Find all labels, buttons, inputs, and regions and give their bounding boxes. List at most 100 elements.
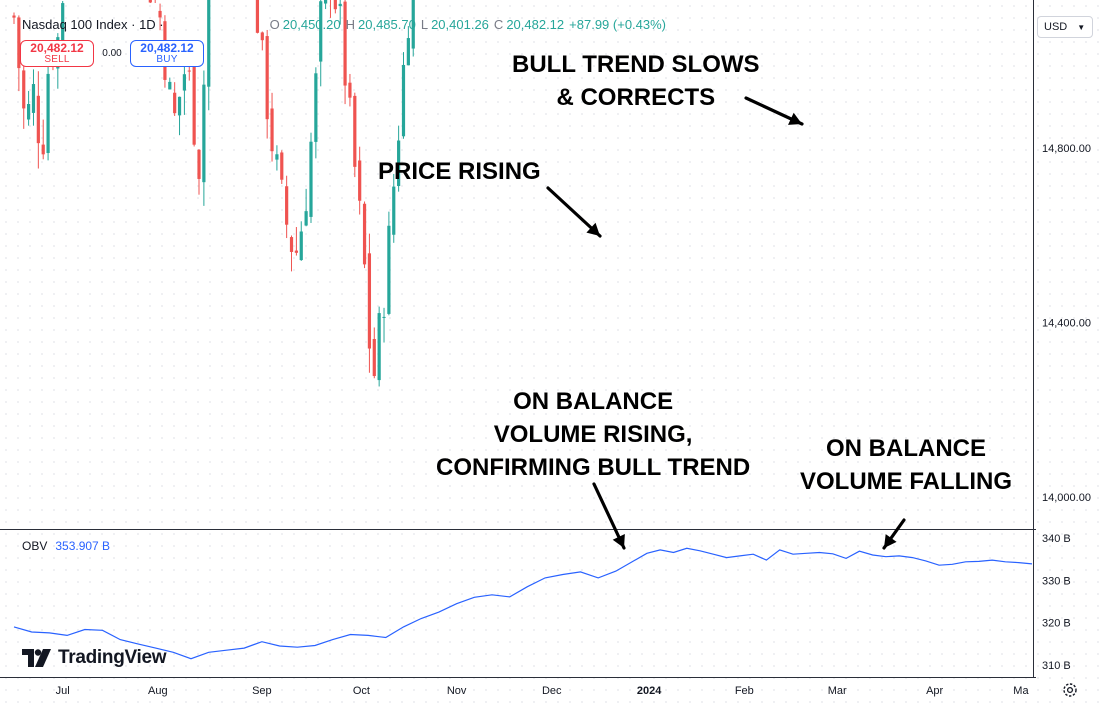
candle-body bbox=[260, 32, 264, 41]
obv-legend[interactable]: OBV 353.907 B bbox=[22, 539, 110, 553]
candle-body bbox=[36, 95, 40, 144]
candle-body bbox=[61, 3, 65, 42]
candle-body bbox=[275, 154, 279, 160]
annotation-line: CONFIRMING BULL TREND bbox=[436, 454, 751, 481]
candle-body bbox=[207, 0, 211, 87]
candle-body bbox=[17, 17, 21, 69]
candle-body bbox=[158, 10, 162, 18]
sell-price: 20,482.12 bbox=[30, 40, 84, 55]
candle-body bbox=[41, 144, 45, 155]
buy-button[interactable]: 20,482.12 BUY bbox=[130, 40, 204, 67]
buy-price: 20,482.12 bbox=[140, 40, 194, 55]
time-tick-label: Jul bbox=[56, 685, 70, 697]
candle-body bbox=[382, 316, 386, 318]
candle-body bbox=[367, 253, 372, 349]
high-label: H bbox=[345, 17, 355, 32]
obv-tick-label: 340 B bbox=[1042, 533, 1071, 545]
obv-series-line bbox=[13, 547, 1033, 660]
candle-body bbox=[377, 313, 381, 381]
candle-body bbox=[319, 1, 323, 62]
candle-body bbox=[148, 0, 152, 3]
price-tick-label: 14,400.00 bbox=[1042, 318, 1091, 330]
candle-body bbox=[343, 1, 347, 86]
annotation-line: BULL TREND SLOWS bbox=[512, 51, 760, 78]
sell-label: SELL bbox=[44, 53, 70, 65]
settings-gear-icon[interactable] bbox=[1061, 681, 1079, 699]
candle-body bbox=[299, 231, 303, 261]
symbol-legend: Nasdaq 100 Index · 1D · O 20,450.20 H 20,4… bbox=[22, 17, 666, 32]
candle-body bbox=[187, 70, 191, 72]
candle-body bbox=[392, 186, 396, 235]
trade-panel: 20,482.12 SELL 0.00 20,482.12 BUY bbox=[20, 40, 204, 67]
arrow-bull-slows-head bbox=[788, 112, 802, 125]
candle-body bbox=[314, 73, 318, 142]
open-label: O bbox=[269, 17, 280, 32]
candle-body bbox=[406, 38, 410, 66]
candle-body bbox=[177, 96, 182, 116]
brand-name: TradingView bbox=[58, 647, 167, 668]
candle-body bbox=[255, 0, 260, 33]
time-tick-label: Nov bbox=[447, 685, 467, 697]
obv-tick-label: 330 B bbox=[1042, 575, 1071, 587]
candle-body bbox=[285, 186, 289, 225]
candle-body bbox=[197, 149, 201, 179]
candle-body bbox=[358, 160, 362, 201]
candle-body bbox=[372, 339, 376, 377]
time-tick-label: Feb bbox=[735, 685, 754, 697]
price-tick-label: 14,800.00 bbox=[1042, 143, 1091, 155]
candle-body bbox=[304, 211, 308, 226]
candle-body bbox=[401, 64, 406, 137]
candle-body bbox=[333, 0, 337, 10]
annotation-line: & CORRECTS bbox=[556, 84, 716, 111]
close-value: 20,482.12 bbox=[506, 17, 565, 32]
candle-body bbox=[270, 108, 274, 152]
obv-tick-label: 320 B bbox=[1042, 618, 1071, 630]
arrow-obv-falling-head bbox=[884, 534, 897, 548]
candle-body bbox=[280, 152, 284, 180]
annotation-line: VOLUME FALLING bbox=[800, 468, 1012, 495]
candle-body bbox=[353, 95, 357, 167]
candle-body bbox=[173, 92, 177, 114]
candle-body bbox=[46, 73, 50, 154]
candle-body bbox=[397, 140, 401, 187]
arrow-obv-rising-head bbox=[612, 534, 625, 548]
sell-button[interactable]: 20,482.12 SELL bbox=[20, 40, 94, 67]
time-tick-label: Oct bbox=[353, 685, 370, 697]
annotation-obv-rising: ON BALANCE VOLUME RISING, CONFIRMING BUL… bbox=[436, 385, 750, 484]
annotation-line: ON BALANCE bbox=[826, 435, 986, 462]
buy-label: BUY bbox=[156, 53, 178, 65]
tradingview-icon bbox=[22, 649, 51, 667]
candle-body bbox=[362, 203, 367, 265]
annotation-bull-slows: BULL TREND SLOWS & CORRECTS bbox=[512, 48, 760, 114]
tradingview-logo[interactable]: TradingView bbox=[22, 647, 167, 669]
annotation-obv-falling: ON BALANCE VOLUME FALLING bbox=[800, 432, 1012, 498]
low-value: 20,401.26 bbox=[431, 17, 489, 32]
candle-body bbox=[22, 70, 26, 109]
candle-body bbox=[12, 15, 16, 18]
currency-value: USD bbox=[1044, 21, 1068, 33]
obv-label: OBV bbox=[22, 539, 48, 553]
time-tick-label: 2024 bbox=[637, 685, 662, 697]
ohlc-values: O 20,450.20 H 20,485.70 L 20,401.26 C 20,482… bbox=[270, 17, 666, 32]
price-tick-label: 14,000.00 bbox=[1042, 492, 1091, 504]
change-value: +87.99 (+0.43%) bbox=[569, 17, 667, 32]
currency-select[interactable]: USD ▼ bbox=[1037, 16, 1093, 38]
candle-body bbox=[289, 237, 294, 252]
obv-tick-label: 310 B bbox=[1042, 660, 1071, 672]
annotation-line: VOLUME RISING, bbox=[493, 421, 693, 448]
open-value: 20,450.20 bbox=[282, 17, 341, 32]
obv-value: 353.907 B bbox=[55, 539, 111, 553]
spread-value: 0.00 bbox=[102, 48, 122, 59]
candle-body bbox=[182, 74, 187, 91]
candle-body bbox=[265, 36, 269, 120]
candle-body bbox=[411, 0, 415, 49]
candle-body bbox=[202, 84, 206, 183]
candle-body bbox=[31, 84, 36, 113]
time-tick-label: Dec bbox=[542, 685, 562, 697]
arrow-price-rising-head bbox=[586, 222, 600, 236]
time-tick-label: Ma bbox=[1013, 685, 1029, 697]
candle-body bbox=[323, 0, 328, 4]
candle-body bbox=[27, 103, 31, 120]
symbol-title[interactable]: Nasdaq 100 Index · 1D · bbox=[22, 17, 164, 32]
annotation-line: ON BALANCE bbox=[513, 388, 674, 415]
